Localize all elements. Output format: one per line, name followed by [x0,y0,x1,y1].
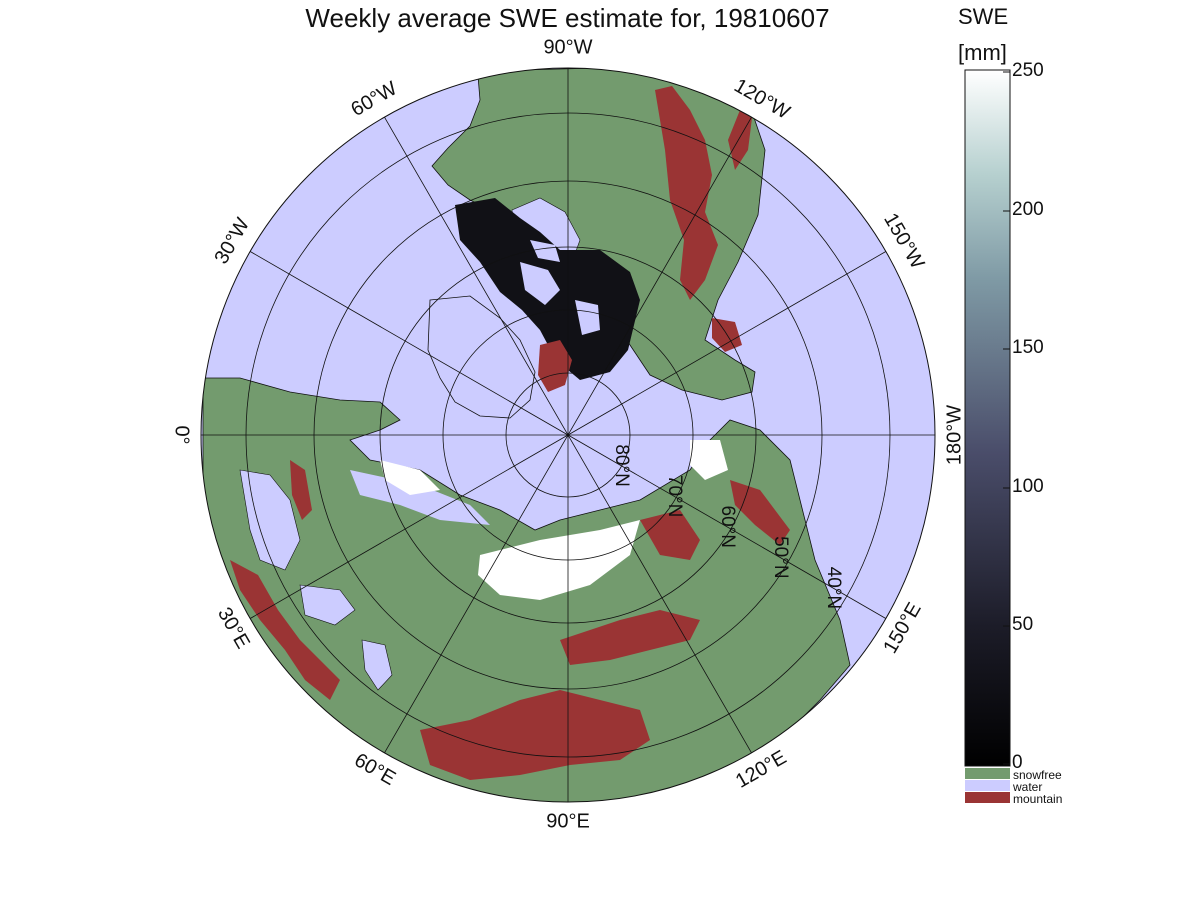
mountains-east-siberia [640,480,790,560]
mountains-central-asia [560,610,700,665]
colorbar-ticks [1003,71,1010,765]
mountains-urals [290,460,312,520]
black-sea [299,584,356,626]
greenland-coast [538,340,572,392]
legend-swatch-water [965,780,1010,791]
water-lanes-canada [520,240,600,335]
colorbar-title: SWE [958,4,1009,29]
legend-label-water: water [1013,780,1043,794]
parallel-label: 50°N [770,536,791,578]
parallel-label: 60°N [717,506,738,548]
colorbar-tick-label: 100 [1012,476,1044,497]
parallel-label: 70°N [664,475,685,517]
graticule-meridians [201,68,935,802]
mountains-himalaya-tibet [420,690,650,780]
parallel-label: 40°N [823,567,844,609]
snow-shallow-kola [380,460,440,495]
colorbar-tick-label: 250 [1012,60,1044,81]
arctic-coast-water [350,470,490,525]
mountains-alps-caucasus [230,560,340,700]
legend-label-mountain: mountain [1013,792,1063,806]
legend-swatch-mountain [965,792,1010,803]
meridian-label: 180°W [943,405,965,465]
legend-label-snowfree: snowfree [1013,768,1062,782]
meridian-label: 0° [171,425,193,444]
swe-colorbar [964,69,1011,767]
caspian-sea [361,639,393,691]
colorbar-tick-label: 0 [1012,752,1023,773]
map-boundary [200,67,936,803]
colorbar-tick-label: 150 [1012,337,1044,358]
meridian-label: 90°W [543,36,592,58]
colorbar-units: [mm] [958,40,1007,65]
colorbar-tick-label: 50 [1012,614,1034,635]
map-title: Weekly average SWE estimate for, 1981060… [305,3,830,33]
snow-shallow-chukotka [690,440,728,480]
legend-swatch-snowfree [965,768,1010,779]
baltic-sea [239,469,301,571]
mountains-alaska-rockies [655,86,752,300]
colorbar-tick-label: 200 [1012,199,1044,220]
land-greenland-ice [427,295,536,419]
parallel-label: 80°N [611,444,632,486]
meridian-label: 90°E [546,810,590,832]
